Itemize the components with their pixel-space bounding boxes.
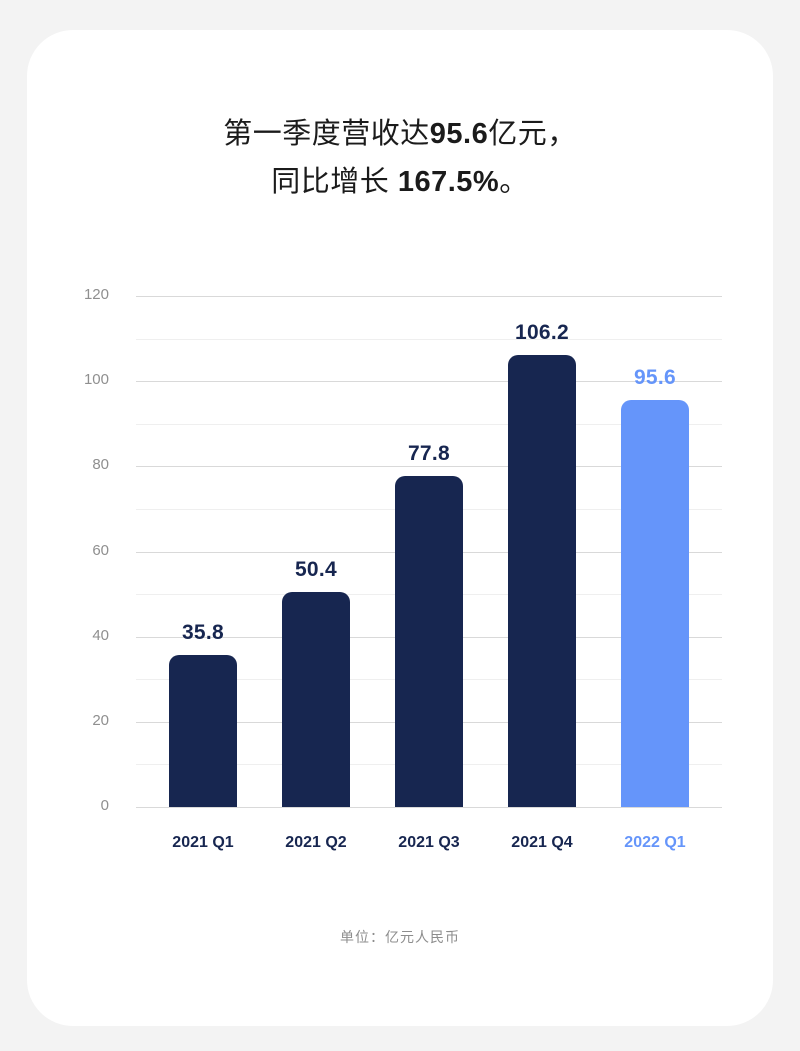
bar-2021-q3 [395,475,463,807]
y-axis-tick-label: 20 [92,711,109,729]
bar-2021-q1 [169,654,237,807]
bar-2022-q1 [621,399,689,807]
bar-2021-q2 [282,592,350,807]
y-axis-tick-label: 60 [92,541,109,559]
unit-label: 单位：亿元人民币 [340,929,460,945]
chart-title: 第一季度营收达95.6亿元， 同比增长 167.5%。 [27,110,773,206]
y-axis-tick-label: 100 [83,371,109,389]
bar-chart-plot-area: 0 20 40 60 80 100 120 35.8 2021 Q1 50.4 2021 Q2 77.… [27,30,773,1026]
bar-value-label: 35.8 [181,620,225,644]
x-axis-category-label: 2021 Q4 [511,834,573,851]
bar-value-label: 95.6 [633,365,677,389]
x-axis-category-label: 2022 Q1 [624,834,686,851]
major-gridline [136,466,722,468]
bar-value-label: 77.8 [407,441,451,465]
y-axis-tick-label: 80 [92,456,109,474]
major-gridline [136,381,722,383]
y-axis-tick-label: 120 [83,286,109,303]
bar-value-label: 50.4 [294,558,338,582]
x-axis-category-label: 2021 Q2 [285,834,347,851]
x-axis-category-label: 2021 Q3 [398,834,460,851]
title-revenue-value: 95.6 [429,118,489,150]
minor-gridline [136,423,722,425]
major-gridline [136,296,722,297]
title-growth-value: 167.5% [397,166,500,198]
x-axis-category-label: 2021 Q1 [172,834,234,851]
major-gridline [136,807,722,808]
y-axis-tick-label: 0 [100,797,109,814]
bar-2021-q4 [508,354,576,807]
title-line-2: 同比增长 167.5%。 [271,166,529,198]
y-axis-tick-label: 40 [92,626,109,644]
minor-gridline [136,338,722,340]
bar-value-label: 106.2 [514,320,570,344]
title-line-1: 第一季度营收达95.6亿元， [223,118,577,150]
chart-card: 第一季度营收达95.6亿元， 同比增长 167.5%。 0 20 40 60 80 100… [27,30,773,1026]
